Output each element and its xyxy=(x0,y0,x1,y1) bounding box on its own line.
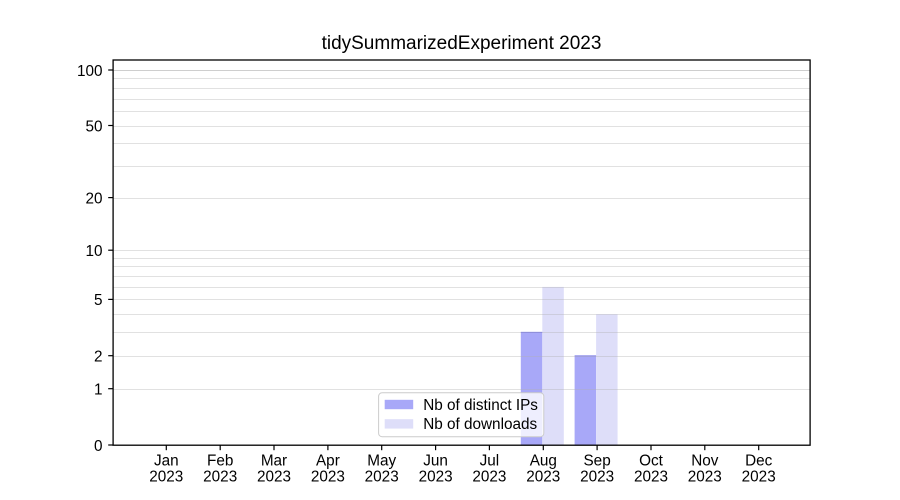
svg-text:Nb of distinct IPs: Nb of distinct IPs xyxy=(423,397,538,414)
svg-text:2: 2 xyxy=(94,349,103,366)
svg-text:1: 1 xyxy=(94,382,103,399)
svg-text:50: 50 xyxy=(85,118,102,135)
svg-text:10: 10 xyxy=(85,243,102,260)
svg-text:100: 100 xyxy=(77,63,103,80)
svg-text:0: 0 xyxy=(94,438,103,455)
svg-text:20: 20 xyxy=(85,190,102,207)
svg-text:tidySummarizedExperiment 2023: tidySummarizedExperiment 2023 xyxy=(322,33,602,54)
svg-text:Nb of downloads: Nb of downloads xyxy=(423,416,537,433)
svg-text:5: 5 xyxy=(94,292,103,309)
